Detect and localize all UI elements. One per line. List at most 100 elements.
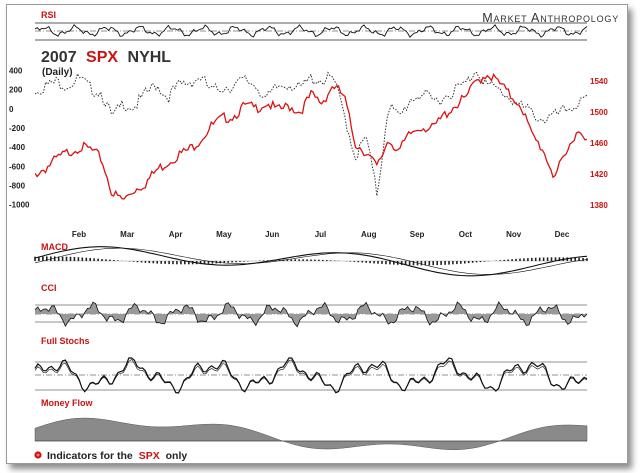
macd-bar — [432, 261, 434, 266]
macd-bar — [53, 256, 56, 261]
macd-bar — [85, 257, 88, 261]
month-tick-label: May — [216, 230, 232, 239]
macd-bar — [239, 261, 241, 262]
macd-bar — [420, 261, 423, 266]
macd-bar — [519, 258, 521, 261]
left-tick-label: 400 — [9, 67, 23, 76]
macd-bar — [538, 257, 541, 261]
title-year: 2007 — [41, 49, 77, 66]
macd-line — [34, 246, 588, 277]
macd-bar — [128, 261, 131, 262]
panel-label-stochs: Full Stochs — [41, 336, 90, 346]
macd-bar — [349, 261, 352, 262]
macd-bar — [140, 261, 143, 263]
macd-bar — [227, 261, 229, 263]
macd-bar — [223, 261, 226, 263]
macd-bar — [448, 261, 450, 265]
macd-bar — [389, 261, 391, 265]
macd-bar — [243, 261, 245, 262]
right-axis: 1540 1500 1460 1420 1380 — [590, 77, 608, 210]
macd-bar — [369, 261, 371, 264]
month-tick-label: Sep — [410, 230, 425, 239]
macd-bar — [503, 259, 505, 261]
right-tick-label: 1460 — [590, 139, 608, 148]
macd-bar — [81, 257, 84, 261]
macd-bar — [436, 261, 438, 266]
macd-bar — [77, 257, 80, 261]
month-tick-label: Jul — [315, 230, 327, 239]
footer-spx: SPX — [139, 450, 160, 462]
month-tick-label: Aug — [361, 230, 377, 239]
macd-histogram — [34, 256, 588, 266]
macd-bar — [113, 260, 115, 261]
macd-bar — [357, 261, 360, 263]
macd-bar — [314, 259, 316, 261]
chart-frame: Market Anthropology RSI 2007 SPX NYHL (D… — [6, 4, 628, 464]
main-title: 2007 SPX NYHL — [41, 49, 171, 66]
brand-label: Market Anthropology — [482, 11, 619, 25]
macd-bar — [310, 259, 312, 261]
cci-fill — [35, 302, 587, 327]
macd-bar — [164, 261, 166, 264]
macd-bar — [184, 261, 186, 265]
macd-signal-line — [34, 247, 588, 275]
macd-bar — [542, 257, 545, 261]
macd-bar — [558, 257, 561, 261]
macd-bar — [109, 259, 111, 261]
macd-bar — [385, 261, 387, 265]
macd-bar — [168, 261, 170, 265]
left-axis: 400 200 0 -200 -400 -600 -800 -1000 — [9, 67, 30, 210]
title-spx: SPX — [86, 49, 118, 66]
macd-bar — [34, 256, 36, 261]
month-axis: Feb Mar Apr May Jun Jul Aug Sep Oct Nov Dec — [72, 230, 570, 239]
macd-bar — [136, 261, 139, 263]
left-tick-label: 200 — [9, 86, 23, 95]
macd-bar — [373, 261, 375, 264]
macd-bar — [278, 259, 281, 261]
macd-bar — [69, 256, 72, 261]
macd-bar — [550, 257, 553, 261]
macd-bar — [97, 258, 99, 261]
macd-bar — [117, 260, 119, 261]
plot-area — [35, 71, 587, 200]
macd-bar — [38, 256, 40, 261]
macd-bar — [235, 261, 237, 263]
macd-bar — [578, 257, 580, 261]
rsi-line — [34, 23, 588, 38]
macd-bar — [73, 257, 76, 261]
money-flow-area — [34, 417, 588, 450]
macd-bar — [574, 257, 576, 261]
macd-bar — [298, 259, 300, 261]
macd-bar — [266, 260, 269, 261]
macd-bar — [424, 261, 427, 266]
macd-bar — [329, 260, 332, 261]
footer-prefix: Indicators for the — [47, 450, 133, 462]
macd-bar — [306, 259, 308, 261]
macd-bar — [554, 257, 557, 261]
macd-bar — [211, 261, 214, 264]
macd-bar — [57, 256, 60, 261]
month-tick-label: Apr — [169, 230, 183, 239]
panel-label-rsi: RSI — [41, 10, 56, 20]
macd-bar — [534, 257, 537, 261]
macd-bar — [148, 261, 151, 264]
macd-bar — [326, 260, 328, 261]
stochs-panel: Full Stochs — [34, 336, 588, 394]
month-tick-label: Mar — [120, 230, 134, 239]
macd-bar — [452, 261, 454, 265]
macd-bar — [156, 261, 158, 264]
left-tick-label: -400 — [9, 143, 26, 152]
macd-bar — [361, 261, 364, 263]
panel-label-cci: CCI — [41, 283, 57, 293]
left-tick-label: -800 — [9, 181, 26, 190]
chart-subtitle: (Daily) — [42, 67, 73, 78]
macd-bar — [479, 261, 482, 263]
footer-suffix: only — [166, 450, 188, 462]
macd-bar — [365, 261, 367, 263]
month-tick-label: Jun — [265, 230, 279, 239]
macd-bar — [172, 261, 174, 265]
macd-bar — [101, 259, 103, 261]
macd-bar — [65, 256, 68, 261]
macd-bar — [428, 261, 431, 266]
macd-panel: MACD — [34, 242, 588, 277]
